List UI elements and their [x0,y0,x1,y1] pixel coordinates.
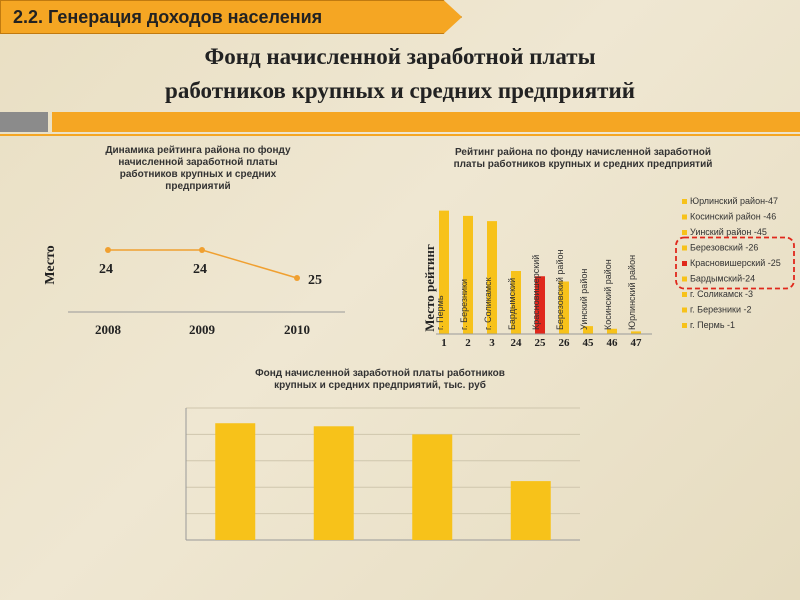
line-chart-tick-label: 2010 [284,322,310,337]
rating-legend-entry: г. Соликамск -3 [690,289,753,299]
line-chart-point [294,275,300,281]
rating-bar [535,276,545,334]
page-title-line-2: работников крупных и средних предприятий [165,78,635,103]
fund-bar [215,423,256,540]
rating-bar [439,210,449,334]
fund-chart-title-line: Фонд начисленной заработной платы работн… [255,367,505,379]
line-chart-title-line: начисленной заработной платы [118,156,277,168]
rating-tick-label: 24 [511,337,523,349]
rating-legend-entry: Юрлинский район-47 [690,196,778,206]
rating-bar-category-label: Бардымский [507,278,517,330]
rating-legend-marker [682,245,687,251]
fund-bar [510,481,551,540]
line-chart-point [105,247,111,253]
fund-chart-title-line: крупных и средних предприятий, тыс. руб [274,379,486,391]
rating-legend-entry: Бардымский-24 [690,274,755,284]
rating-legend-entry: г. Березники -2 [690,305,752,315]
rating-legend-marker [682,307,687,313]
header-band-gray [0,112,48,132]
line-chart-data-label: 24 [193,262,207,277]
header-band-orange [52,112,800,132]
rating-legend-marker [682,323,687,328]
header-divider [0,134,800,136]
rating-bar-category-label: Березовский район [555,250,565,330]
rating-bar [631,331,641,334]
rating-bar-category-label: Уинский район [579,269,589,330]
section-tag: 2.2. Генерация доходов населения [0,0,462,34]
rating-chart-title-line: Рейтинг района по фонду начисленной зара… [455,146,711,158]
rating-legend-marker [682,199,687,204]
section-tag-label: 2.2. Генерация доходов населения [13,7,323,27]
rating-bar-category-label: Юрлинский район [627,255,637,330]
rating-bar [583,326,593,334]
rating-bar-category-label: Косинский район [603,259,613,330]
rating-legend-entry: Уинский район -45 [690,227,767,237]
line-chart-point [199,247,205,253]
page-title: Фонд начисленной заработной платы работн… [80,40,720,108]
rating-legend-marker [682,292,687,297]
rating-bar [487,221,497,334]
rating-tick-label: 2 [465,337,471,349]
rating-legend-marker [682,230,687,235]
rating-bar-category-label: Красновишерский [531,255,541,330]
line-chart-title-line: Динамика рейтинга района по фонду [105,144,291,156]
line-chart-title-line: предприятий [165,181,230,192]
line-chart-ylabel: Место [43,245,58,284]
rating-chart-title-line: платы работников крупных и средних предп… [454,158,713,170]
rating-bar [511,271,521,334]
line-chart-title-line: работников крупных и средних [120,168,277,180]
rating-legend-marker [682,214,687,220]
rating-legend-marker [682,261,687,266]
fund-bar [412,434,453,540]
line-chart-data-label: 25 [308,273,322,288]
rating-legend-entry: Красновишерский -25 [690,258,781,268]
rating-legend-entry: Косинский район -46 [690,212,776,222]
rating-tick-label: 1 [441,337,447,349]
page-title-line-1: Фонд начисленной заработной платы [204,44,596,69]
rating-bar-category-label: г. Соликамск [483,277,493,330]
rating-legend-highlight-box [675,236,795,290]
rating-tick-label: 26 [559,337,571,349]
rating-tick-label: 45 [583,337,595,349]
rating-bar [607,328,617,334]
rating-bar [559,281,569,334]
rating-chart-ylabel: Место рейтинг [422,244,437,332]
rating-legend-entry: г. Пермь -1 [690,320,735,330]
rating-tick-label: 46 [607,337,619,349]
rating-tick-label: 3 [489,337,495,349]
rating-bar-category-label: г. Березники [459,279,469,330]
rating-legend-entry: Березовский -26 [690,243,758,253]
rating-legend-marker [682,276,687,282]
rating-bar [463,215,473,334]
line-chart-tick-label: 2008 [95,322,122,337]
rating-tick-label: 25 [535,337,547,349]
rating-bar-category-label: г. Пермь [435,295,445,330]
rating-tick-label: 47 [631,337,643,349]
fund-bar [313,426,354,540]
line-chart-tick-label: 2009 [189,322,216,337]
line-chart-data-label: 24 [99,262,113,277]
